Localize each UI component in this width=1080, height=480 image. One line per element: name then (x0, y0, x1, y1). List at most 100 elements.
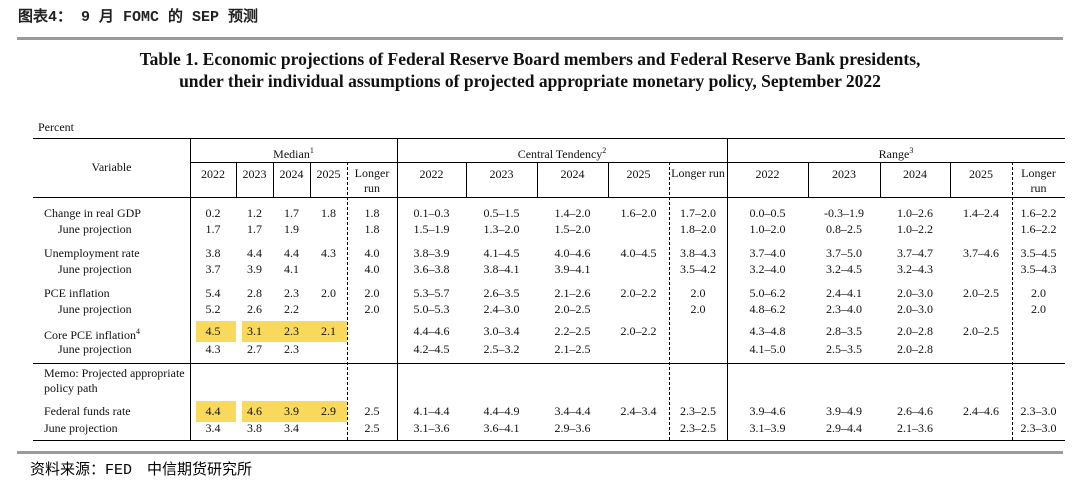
value-cell: 3.6–3.8 (413, 262, 450, 276)
value-cell: 1.8–2.0 (680, 222, 716, 236)
value-cell: 4.6 (247, 404, 262, 418)
value-cell: 4.1–4.5 (483, 246, 520, 260)
value-cell: 2.4–4.1 (826, 286, 862, 300)
value-cell: 3.4 (205, 421, 221, 435)
source-note: 资料来源：FED 中信期货研究所 (30, 462, 253, 479)
value-cell: 3.1–3.9 (749, 421, 786, 435)
value-cell: 3.7 (205, 262, 221, 276)
row-label-text: Change in real GDP (44, 206, 141, 220)
value-cell: -0.3–1.9 (824, 206, 864, 220)
footnote-ref: 1 (309, 146, 314, 155)
value-cell: 2.0–2.8 (897, 342, 933, 356)
group-header: Median1 (190, 143, 397, 162)
column-divider (236, 162, 237, 197)
value-cell: 1.2 (247, 206, 262, 220)
value-cell: 0.0–0.5 (749, 206, 786, 220)
value-cell: 4.4–4.9 (483, 404, 520, 418)
row-label-text: June projection (58, 342, 132, 356)
column-divider (880, 162, 881, 197)
longer-run-divider (669, 162, 670, 440)
column-header: Longer run (1021, 166, 1056, 195)
row-label: Memo: Projected appropriate policy path (44, 366, 194, 396)
value-cell: 3.7–5.0 (826, 246, 862, 260)
value-cell: 3.4–4.4 (554, 404, 591, 418)
value-cell: 2.5 (364, 404, 380, 418)
row-label-text: Unemployment rate (44, 246, 140, 260)
value-cell: 2.6–4.6 (897, 404, 933, 418)
value-cell: 2.0–3.0 (897, 286, 933, 300)
table-rule (33, 440, 1065, 441)
highlight (242, 401, 279, 422)
value-cell: 2.6 (247, 302, 262, 316)
footnote-ref: 4 (136, 327, 140, 336)
value-cell: 1.7 (284, 206, 299, 220)
value-cell: 2.1–2.5 (554, 342, 591, 356)
longer-run-divider (1012, 162, 1013, 440)
figure-label: 图表4： 9 月 FOMC 的 SEP 预测 (18, 9, 259, 26)
value-cell: 4.4 (284, 246, 299, 260)
value-cell: 3.2–4.3 (897, 262, 933, 276)
row-label-text: June projection (58, 262, 132, 276)
value-cell: 2.0 (1031, 302, 1046, 316)
value-cell: 1.0–2.2 (897, 222, 933, 236)
row-label: June projection (44, 421, 118, 436)
value-cell: 5.4 (205, 286, 221, 300)
value-cell: 1.8 (364, 222, 380, 236)
value-cell: 4.0–4.5 (620, 246, 657, 260)
row-label: June projection (58, 302, 132, 317)
value-cell: 1.8 (321, 206, 336, 220)
column-divider (608, 162, 609, 197)
value-cell: 5.0–5.3 (413, 302, 450, 316)
value-cell: 3.7–4.7 (897, 246, 933, 260)
row-label-text: June projection (44, 421, 118, 435)
row-label-text: June projection (58, 302, 132, 316)
value-cell: 2.3 (284, 342, 299, 356)
value-cell: 1.8 (364, 206, 380, 220)
value-cell: 0.2 (205, 206, 221, 220)
value-cell: 2.3 (284, 286, 299, 300)
value-cell: 3.8 (205, 246, 221, 260)
column-header: 2023 (242, 167, 267, 181)
value-cell: 5.3–5.7 (413, 286, 450, 300)
value-cell: 2.3–2.5 (680, 404, 716, 418)
row-label: PCE inflation (44, 286, 110, 301)
top-rule (17, 37, 1063, 40)
value-cell: 0.1–0.3 (413, 206, 450, 220)
value-cell: 3.8–4.3 (680, 246, 716, 260)
value-cell: 4.0 (364, 262, 380, 276)
column-divider (808, 162, 809, 197)
column-header: 2025 (626, 167, 651, 181)
highlight (196, 401, 236, 422)
group-divider (727, 138, 728, 440)
column-header: 2024 (560, 167, 585, 181)
unit-label: Percent (38, 120, 74, 134)
highlight (196, 321, 236, 342)
value-cell: 1.4–2.4 (963, 206, 999, 220)
column-header: 2022 (201, 167, 225, 181)
highlight (242, 321, 279, 342)
value-cell: 3.8–3.9 (413, 246, 450, 260)
group-header: Range3 (727, 143, 1065, 162)
value-cell: 0.5–1.5 (483, 206, 520, 220)
value-cell: 1.5–2.0 (554, 222, 591, 236)
value-cell: 3.0–3.4 (483, 324, 520, 338)
value-cell: 3.9 (247, 262, 262, 276)
column-header: 2024 (279, 167, 304, 181)
value-cell: 3.2–4.5 (826, 262, 862, 276)
table-rule (190, 162, 1065, 163)
footnote-ref: 2 (602, 146, 607, 155)
value-cell: 1.3–2.0 (483, 222, 520, 236)
value-cell: 2.8–3.5 (826, 324, 862, 338)
row-label: June projection (58, 262, 132, 277)
value-cell: 4.3 (205, 342, 221, 356)
value-cell: 3.9 (284, 404, 299, 418)
row-label: Federal funds rate (44, 404, 131, 419)
value-cell: 3.7–4.6 (963, 246, 999, 260)
table-title: Table 1. Economic projections of Federal… (139, 49, 921, 69)
value-cell: 2.4–3.0 (483, 302, 520, 316)
value-cell: 2.0–2.8 (897, 324, 933, 338)
longer-run-divider (347, 162, 348, 440)
value-cell: 2.3–3.0 (1020, 404, 1057, 418)
value-cell: 2.4–4.6 (963, 404, 999, 418)
row-label: June projection (58, 222, 132, 237)
